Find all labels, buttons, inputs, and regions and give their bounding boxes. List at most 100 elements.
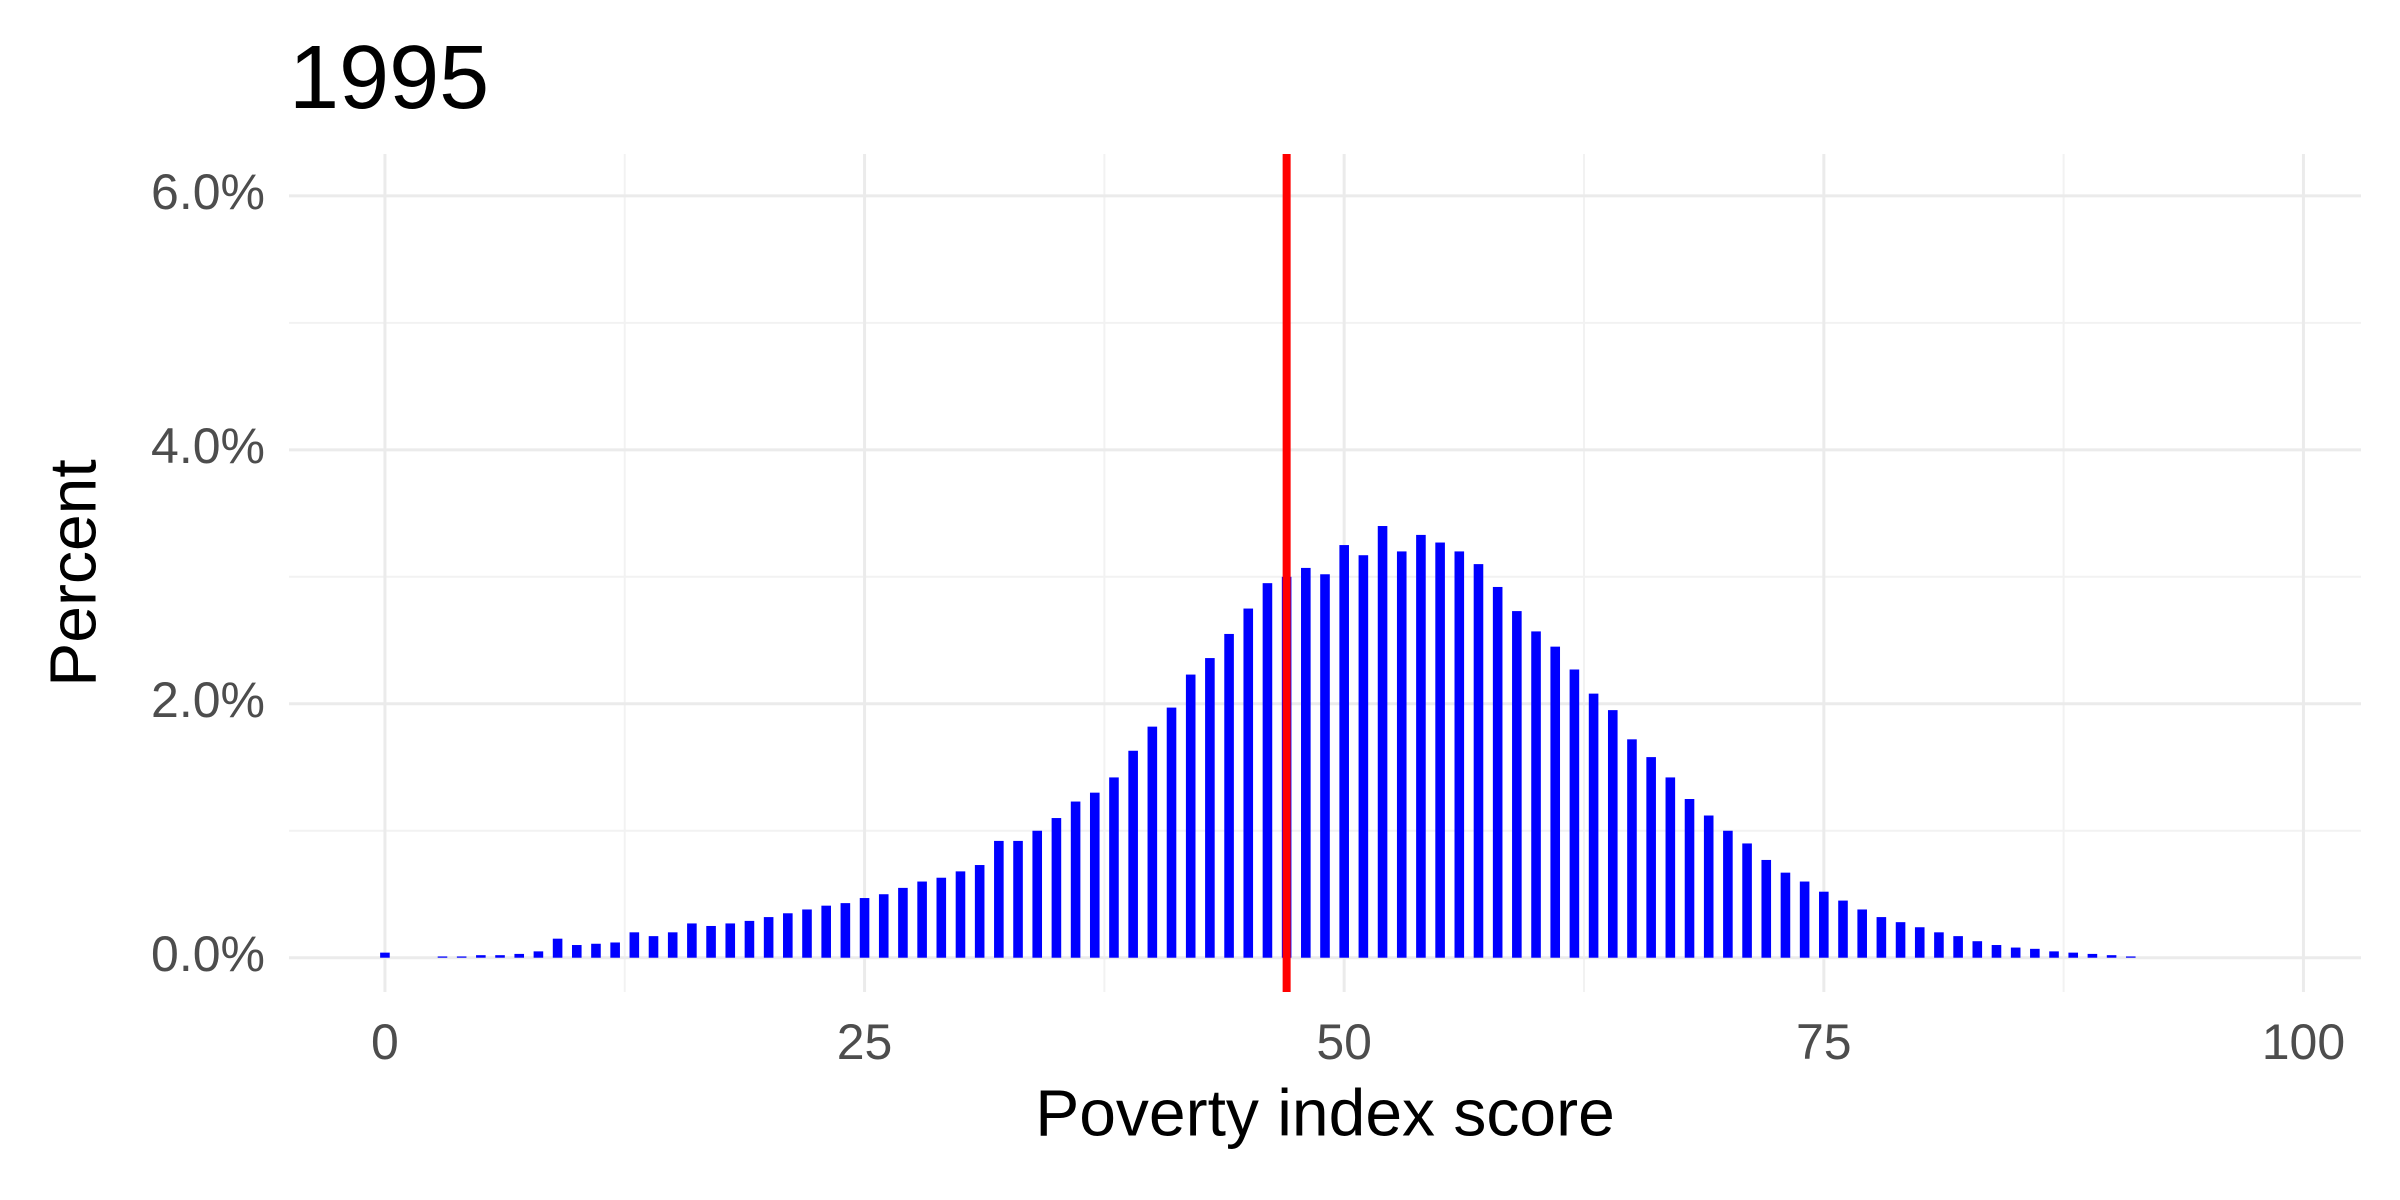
bar xyxy=(552,938,563,958)
bar xyxy=(1646,757,1656,958)
bar xyxy=(1742,843,1752,958)
bar xyxy=(706,925,716,958)
x-tick-label: 100 xyxy=(2262,1014,2345,1070)
bar xyxy=(1147,726,1158,958)
bar xyxy=(1953,936,1963,958)
bar xyxy=(1224,633,1234,958)
bar xyxy=(1492,586,1503,958)
bar xyxy=(1991,945,2002,958)
bar xyxy=(1243,608,1254,958)
bar xyxy=(1013,840,1023,958)
bar xyxy=(456,956,467,958)
bar xyxy=(917,881,927,958)
bar xyxy=(1780,872,1791,958)
bar xyxy=(1473,564,1484,958)
bar xyxy=(1799,881,1810,958)
y-axis-title: Percent xyxy=(35,459,109,686)
bar xyxy=(1934,932,1944,958)
bar xyxy=(1109,777,1119,958)
bar xyxy=(1185,674,1196,958)
bar xyxy=(1032,830,1043,958)
bar xyxy=(821,905,831,958)
bar xyxy=(1454,551,1465,958)
bar xyxy=(1396,551,1407,958)
bar xyxy=(1665,777,1676,958)
bar xyxy=(878,894,889,958)
bar xyxy=(1914,927,1925,958)
x-tick-label: 0 xyxy=(371,1014,399,1070)
bar xyxy=(802,909,812,958)
bar xyxy=(936,877,947,958)
bar xyxy=(1435,542,1445,958)
bar xyxy=(571,945,582,958)
bar xyxy=(514,953,525,958)
bar xyxy=(1703,815,1714,958)
bar xyxy=(1761,859,1772,958)
bar xyxy=(1339,545,1349,958)
bar xyxy=(1684,799,1695,958)
bar xyxy=(1358,555,1369,958)
bar xyxy=(994,840,1004,958)
bar xyxy=(1550,646,1561,958)
bar xyxy=(1588,693,1599,958)
bar xyxy=(763,917,774,958)
x-tick-label: 75 xyxy=(1796,1014,1852,1070)
y-tick-label: 6.0% xyxy=(151,164,265,220)
y-tick-label: 4.0% xyxy=(151,418,265,474)
bar xyxy=(1723,830,1733,958)
bar xyxy=(1531,631,1541,958)
chart-title: 1995 xyxy=(289,28,489,128)
bar xyxy=(1895,922,1906,958)
bar xyxy=(1416,534,1426,958)
bar xyxy=(1070,801,1081,958)
bar xyxy=(1819,891,1829,958)
bar xyxy=(1876,917,1887,958)
bar xyxy=(476,955,486,958)
bar xyxy=(840,903,851,958)
bar xyxy=(783,913,793,958)
y-tick-label: 0.0% xyxy=(151,926,265,982)
bar xyxy=(725,923,736,958)
x-tick-label: 25 xyxy=(837,1014,893,1070)
y-tick-label: 2.0% xyxy=(151,672,265,728)
bar xyxy=(2049,951,2059,958)
bar xyxy=(1838,900,1848,958)
bar xyxy=(380,952,390,958)
bar xyxy=(1607,710,1618,958)
bar xyxy=(1320,574,1330,958)
bar xyxy=(1857,909,1867,958)
bar xyxy=(2106,955,2117,958)
bar xyxy=(1972,941,1983,958)
bar xyxy=(1569,669,1580,958)
bar xyxy=(1512,611,1522,958)
bar xyxy=(974,865,985,958)
bar xyxy=(1205,658,1215,958)
bar xyxy=(2068,952,2079,958)
bar xyxy=(859,898,870,958)
bar xyxy=(2010,947,2021,958)
bar xyxy=(629,932,640,958)
bar xyxy=(1166,707,1177,958)
bar xyxy=(648,936,659,958)
bar xyxy=(1089,792,1100,958)
bar xyxy=(1301,567,1311,958)
bar xyxy=(2030,948,2040,958)
bar xyxy=(1627,739,1637,958)
bar xyxy=(2087,953,2098,958)
bar xyxy=(744,920,755,958)
bar xyxy=(955,871,966,958)
bar xyxy=(687,923,697,958)
bar xyxy=(437,956,448,958)
bar xyxy=(667,932,678,958)
bar xyxy=(1128,750,1138,958)
bar xyxy=(533,951,544,958)
bar xyxy=(1051,818,1062,958)
bar xyxy=(898,887,908,958)
bar xyxy=(591,943,601,958)
bar xyxy=(2125,956,2136,958)
bar xyxy=(1377,526,1388,958)
x-tick-label: 50 xyxy=(1316,1014,1372,1070)
bar xyxy=(1262,583,1273,958)
bar xyxy=(610,942,620,958)
